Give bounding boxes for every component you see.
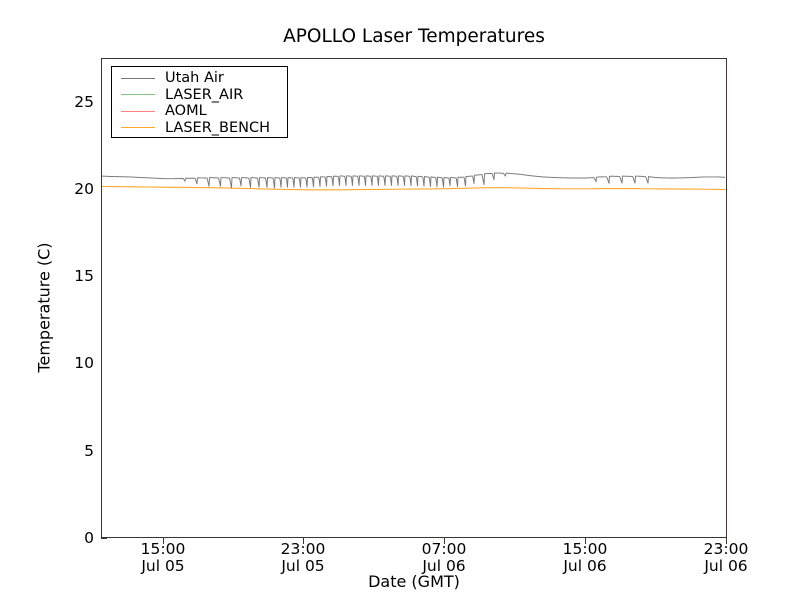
x-tick-label: 15:00 Jul 05 <box>103 540 223 576</box>
x-tick-label: 07:00 Jul 06 <box>384 540 504 576</box>
x-tick-mark <box>585 538 586 544</box>
legend-color-swatch <box>121 127 155 129</box>
x-tick-mark <box>303 538 304 544</box>
plot-area <box>101 58 727 538</box>
x-tick-mark <box>444 538 445 544</box>
legend-label: Utah Air <box>165 70 224 86</box>
legend-entry-laser-bench[interactable]: LASER_BENCH <box>112 120 287 137</box>
y-tick-label: 20 <box>74 179 94 198</box>
y-tick-label: 0 <box>84 529 94 547</box>
legend-color-swatch <box>121 77 155 79</box>
legend-entry-utah-air[interactable]: Utah Air <box>112 70 287 87</box>
x-tick-time: 07:00 <box>421 540 467 558</box>
y-tick-label: 5 <box>84 441 94 460</box>
y-tick-label: 10 <box>74 354 94 373</box>
x-tick-time: 23:00 <box>703 540 749 558</box>
legend-label: LASER_BENCH <box>165 119 271 136</box>
legend-entry-aoml[interactable]: AOML <box>112 103 287 120</box>
y-axis-tick-labels: 0 5 10 15 20 25 <box>48 58 94 547</box>
legend-label: LASER_AIR <box>165 86 244 103</box>
x-tick-mark <box>163 538 164 544</box>
x-tick-label: 23:00 Jul 06 <box>666 540 786 576</box>
chart-legend: Utah Air LASER_AIR AOML LASER_BENCH <box>111 66 288 138</box>
x-axis-label: Date (GMT) <box>368 572 460 591</box>
y-tick-label: 15 <box>74 267 94 286</box>
x-tick-label: 23:00 Jul 05 <box>243 540 363 576</box>
x-tick-date: Jul 05 <box>141 557 185 576</box>
legend-color-swatch <box>121 94 155 96</box>
x-tick-date: Jul 05 <box>281 557 325 576</box>
x-tick-time: 23:00 <box>280 540 326 558</box>
x-tick-date: Jul 06 <box>422 557 466 576</box>
y-tick-label: 25 <box>74 92 94 111</box>
x-tick-date: Jul 06 <box>704 557 748 576</box>
x-tick-mark <box>726 538 727 544</box>
x-tick-time: 15:00 <box>140 540 186 558</box>
legend-color-swatch <box>121 110 155 112</box>
chart-title: APOLLO Laser Temperatures <box>283 26 545 47</box>
y-tick-mark <box>101 538 107 539</box>
legend-entry-laser-air[interactable]: LASER_AIR <box>112 87 287 104</box>
data-line <box>102 172 725 189</box>
plot-lines <box>102 172 725 191</box>
x-tick-label: 15:00 Jul 06 <box>525 540 645 576</box>
legend-label: AOML <box>165 103 207 119</box>
x-tick-time: 15:00 <box>562 540 608 558</box>
data-line <box>102 185 725 191</box>
x-tick-date: Jul 06 <box>563 557 607 576</box>
